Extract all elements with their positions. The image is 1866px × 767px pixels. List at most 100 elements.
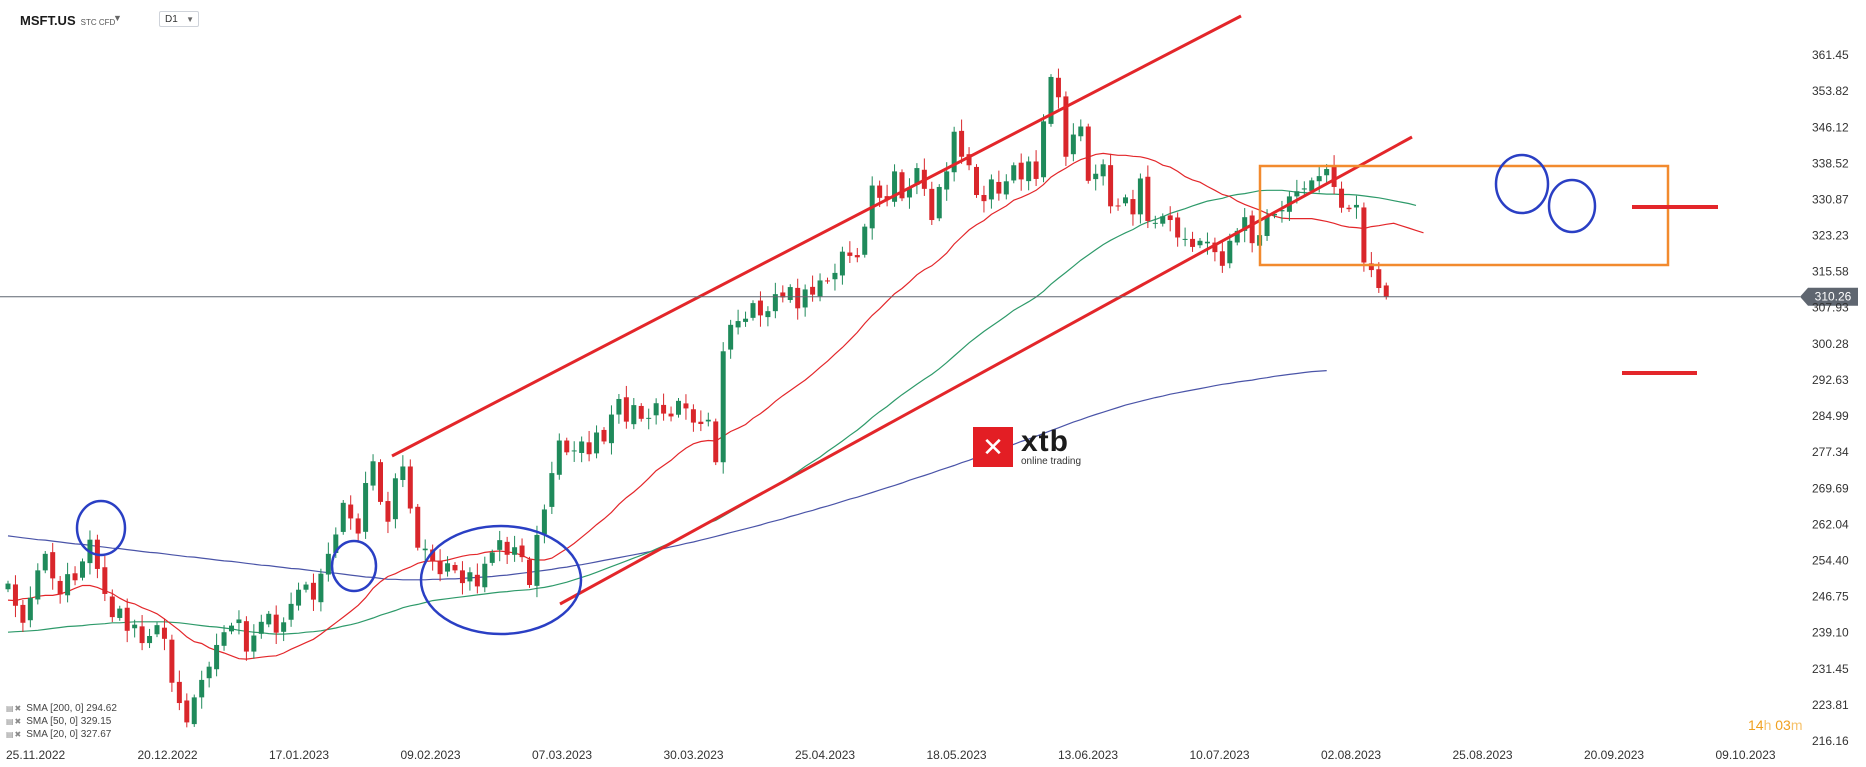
- candle: [445, 556, 451, 577]
- candle: [541, 504, 547, 544]
- symbol-selector[interactable]: MSFT.US STC CFD: [20, 13, 115, 28]
- y-tick-label: 338.52: [1812, 156, 1849, 170]
- candle: [579, 436, 585, 463]
- candle: [176, 670, 182, 711]
- sma-20-line: [7, 152, 1424, 660]
- candle: [787, 284, 793, 303]
- candles: [5, 68, 1389, 728]
- candle: [27, 586, 33, 628]
- candle: [1264, 209, 1270, 241]
- candle: [1063, 91, 1069, 166]
- y-tick-label: 315.58: [1812, 265, 1849, 279]
- candle: [474, 563, 480, 594]
- candle: [646, 408, 652, 430]
- candle: [340, 500, 346, 535]
- chevron-down-icon: ▼: [186, 15, 194, 24]
- candle: [407, 459, 413, 514]
- current-price-value: 310.26: [1815, 290, 1852, 304]
- indicator-legend: ▤✖ SMA [200, 0] 294.62 ▤✖ SMA [50, 0] 329.…: [6, 702, 117, 741]
- x-tick-label: 20.09.2023: [1584, 748, 1644, 762]
- candle: [1085, 123, 1091, 184]
- candle: [527, 556, 532, 588]
- candle: [467, 567, 473, 591]
- time-axis[interactable]: 25.11.2022 20.12.2022 17.01.2023 09.02.2023…: [6, 748, 1776, 762]
- timeframe-select[interactable]: D1 ▼: [159, 11, 199, 27]
- candle: [1324, 164, 1330, 185]
- candle: [1219, 239, 1225, 273]
- candle: [1055, 68, 1061, 109]
- candle: [109, 589, 115, 623]
- candle: [966, 147, 972, 171]
- candle: [512, 535, 518, 562]
- candle: [1279, 200, 1285, 223]
- legend-item[interactable]: ▤✖ SMA [20, 0] 327.67: [6, 728, 117, 741]
- timer-minutes: 03: [1775, 717, 1791, 733]
- candle: [839, 246, 845, 285]
- candle: [936, 184, 942, 222]
- candle: [1175, 212, 1181, 247]
- candle: [862, 223, 868, 258]
- candle: [400, 455, 406, 488]
- candle: [20, 599, 26, 632]
- lower-trendline: [559, 135, 1413, 606]
- candle: [1361, 202, 1367, 272]
- candle: [124, 598, 130, 643]
- candle: [1204, 232, 1210, 255]
- chart-toolbar: MSFT.US STC CFD ▼ D1 ▼: [0, 0, 1866, 34]
- candle: [683, 394, 689, 420]
- candle: [57, 575, 63, 604]
- candle: [296, 582, 302, 611]
- candle: [668, 406, 674, 422]
- candle: [273, 605, 279, 645]
- consolidation-box: [1258, 164, 1670, 267]
- price-axis[interactable]: 361.45 353.82 346.12 338.52 330.87 323.23 315.…: [1812, 48, 1849, 748]
- candle: [1123, 194, 1128, 207]
- legend-item[interactable]: ▤✖ SMA [50, 0] 329.15: [6, 715, 117, 728]
- timeframe-value: D1: [165, 14, 178, 25]
- candle: [12, 575, 18, 618]
- candle: [258, 614, 264, 639]
- candle: [914, 163, 920, 195]
- settings-close-icons[interactable]: ▤✖: [6, 717, 23, 726]
- candle: [1331, 155, 1337, 195]
- chevron-down-icon[interactable]: ▼: [113, 13, 122, 23]
- candle: [1376, 262, 1382, 293]
- candle: [616, 394, 622, 424]
- candle: [951, 126, 957, 182]
- current-price-label: 310.26: [1800, 287, 1858, 306]
- candle: [623, 385, 629, 429]
- x-tick-label: 09.02.2023: [401, 748, 461, 762]
- candle: [601, 427, 607, 445]
- candle: [720, 342, 726, 474]
- candle: [802, 284, 808, 317]
- legend-label: SMA [50, 0] 329.15: [26, 716, 112, 727]
- candle: [1048, 74, 1054, 127]
- candle: [1346, 204, 1352, 212]
- candle: [1152, 215, 1158, 229]
- candle: [422, 539, 428, 562]
- candle: [251, 624, 257, 659]
- y-tick-label: 292.63: [1812, 373, 1849, 387]
- y-tick-label: 269.69: [1812, 481, 1849, 495]
- candle: [1130, 189, 1136, 226]
- candle: [80, 558, 85, 581]
- candle: [281, 617, 287, 642]
- y-tick-label: 330.87: [1812, 192, 1849, 206]
- x-tick-label: 09.10.2023: [1716, 748, 1776, 762]
- candle: [5, 580, 11, 593]
- legend-item[interactable]: ▤✖ SMA [200, 0] 294.62: [6, 702, 117, 715]
- y-tick-label: 254.40: [1812, 553, 1849, 567]
- xtb-logo: ✕ xtb online trading: [973, 426, 1081, 467]
- settings-close-icons[interactable]: ▤✖: [6, 704, 23, 713]
- candle: [757, 291, 763, 327]
- candle: [236, 610, 242, 635]
- candle: [199, 670, 205, 709]
- candle: [459, 561, 465, 595]
- candle: [355, 513, 361, 543]
- y-tick-label: 277.34: [1812, 445, 1849, 459]
- settings-close-icons[interactable]: ▤✖: [6, 730, 23, 739]
- candle: [325, 542, 331, 582]
- xtb-logo-icon: ✕: [973, 427, 1013, 467]
- candle: [1018, 153, 1024, 191]
